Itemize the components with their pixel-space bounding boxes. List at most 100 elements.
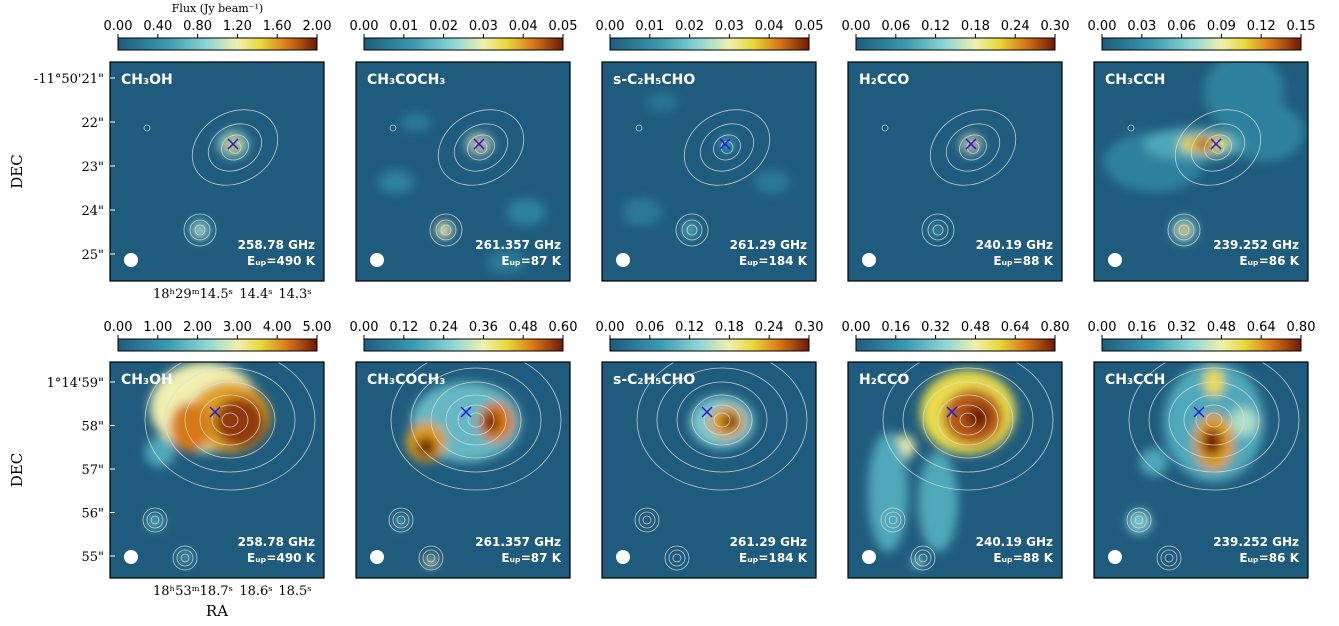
colorbar-tick-label: 0.00 <box>596 19 625 34</box>
colorbar-tick-label: 0.15 <box>1287 19 1316 34</box>
colorbar-tick-label: 0.01 <box>389 19 418 34</box>
colorbar-label: Flux (Jy beam⁻¹) <box>172 2 263 15</box>
colorbar <box>610 38 809 50</box>
colorbar-tick-label: 0.12 <box>921 19 950 34</box>
molecule-name: H₂CCO <box>859 72 909 88</box>
colorbar-tick-label: 0.00 <box>1088 320 1117 335</box>
colorbar-tick-label: 0.80 <box>183 19 212 34</box>
emission-blob <box>401 112 431 132</box>
colorbar-tick-label: 0.80 <box>1287 320 1316 335</box>
molecule-name: s-C₂H₅CHO <box>613 372 695 388</box>
colorbar-tick-label: 0.00 <box>104 19 133 34</box>
colorbar-tick-label: 0.48 <box>509 320 538 335</box>
beam <box>862 550 876 564</box>
colorbar <box>118 38 317 50</box>
colorbar <box>856 38 1055 50</box>
colorbar-tick-label: 1.60 <box>263 19 292 34</box>
x-axis-label: RA <box>206 602 228 620</box>
colorbar-tick-label: 0.05 <box>549 19 578 34</box>
emission-blob <box>147 514 163 530</box>
colorbar <box>364 38 563 50</box>
frequency: 261.29 GHz <box>730 238 807 252</box>
colorbar-tick-label: 0.00 <box>596 320 625 335</box>
y-tick-label: 24" <box>81 204 104 219</box>
colorbar-tick-label: 0.03 <box>715 19 744 34</box>
colorbar-tick-label: 1.20 <box>223 19 252 34</box>
colorbar-tick-label: 0.03 <box>1127 19 1156 34</box>
beam <box>616 253 630 267</box>
frequency: 261.357 GHz <box>475 535 561 549</box>
emission-blob <box>483 412 499 432</box>
colorbar-tick-label: 0.12 <box>675 320 704 335</box>
colorbar-tick-label: 0.09 <box>1207 19 1236 34</box>
beam <box>1108 253 1122 267</box>
emission-blob <box>1127 510 1151 534</box>
y-tick-label: 1°14'59" <box>47 376 104 391</box>
y-tick-label: -11°50'21" <box>34 72 104 87</box>
colorbar-tick-label: 0.32 <box>1167 320 1196 335</box>
colorbar-tick-label: 0.12 <box>389 320 418 335</box>
frequency: 258.78 GHz <box>238 535 315 549</box>
colorbar <box>1102 339 1301 351</box>
molecule-name: CH₃CCH <box>1105 372 1165 388</box>
colorbar-tick-label: 0.00 <box>350 19 379 34</box>
emission-blob <box>416 437 436 457</box>
colorbar-tick-label: 0.16 <box>1127 320 1156 335</box>
colorbar-tick-label: 0.24 <box>755 320 784 335</box>
x-tick-label: 14.4ˢ <box>239 287 272 302</box>
x-tick-label: 18ʰ53ᵐ18.7ˢ <box>153 584 233 599</box>
energy: Eᵤₚ=86 K <box>1239 254 1299 268</box>
beam <box>616 550 630 564</box>
colorbar-tick-label: 0.06 <box>635 320 664 335</box>
emission-blob <box>196 226 204 234</box>
colorbar-tick-label: 0.24 <box>429 320 458 335</box>
colorbar-tick-label: 0.12 <box>1247 19 1276 34</box>
y-tick-label: 58" <box>81 420 104 435</box>
colorbar-tick-label: 4.00 <box>263 320 292 335</box>
energy: Eᵤₚ=184 K <box>739 551 808 565</box>
colorbar-tick-label: 0.16 <box>881 320 910 335</box>
colorbar-tick-label: 0.02 <box>429 19 458 34</box>
emission-blob <box>682 222 698 238</box>
emission-blob <box>395 516 407 528</box>
energy: Eᵤₚ=86 K <box>1239 551 1299 565</box>
colorbar <box>1102 38 1301 50</box>
colorbar-tick-label: 5.00 <box>303 320 332 335</box>
colorbar-tick-label: 3.00 <box>223 320 252 335</box>
colorbar-tick-label: 0.00 <box>842 19 871 34</box>
beam <box>124 253 138 267</box>
y-tick-label: 56" <box>81 507 104 522</box>
frequency: 240.19 GHz <box>976 535 1053 549</box>
colorbar-tick-label: 0.06 <box>881 19 910 34</box>
colorbar-tick-label: 0.04 <box>509 19 538 34</box>
energy: Eᵤₚ=88 K <box>993 551 1053 565</box>
emission-blob <box>1178 224 1190 236</box>
colorbar-tick-label: 0.64 <box>1001 320 1030 335</box>
colorbar-tick-label: 0.00 <box>1088 19 1117 34</box>
colorbar-tick-label: 0.64 <box>1247 320 1276 335</box>
emission-blob <box>170 402 210 452</box>
figure: 0.00 0.40 0.80 1.20 1.60 2.00 Flux (Jy beam⁻¹)… <box>0 0 1339 626</box>
colorbar-tick-label: 0.32 <box>921 320 950 335</box>
emission-blob <box>646 92 678 112</box>
colorbar-tick-label: 0.06 <box>1167 19 1196 34</box>
colorbar-tick-label: 2.00 <box>183 320 212 335</box>
y-tick-label: 25" <box>81 248 104 263</box>
x-tick-label: 18ʰ29ᵐ14.5ˢ <box>153 287 233 302</box>
colorbar-tick-label: 0.48 <box>961 320 990 335</box>
molecule-name: CH₃OH <box>121 372 173 388</box>
molecule-name: CH₃CCH <box>1105 72 1165 88</box>
y-axis-label: DEC <box>8 453 26 487</box>
emission-blob <box>754 170 790 194</box>
molecule-name: CH₃COCH₃ <box>367 372 445 388</box>
emission-blob <box>1202 428 1222 456</box>
beam <box>1108 550 1122 564</box>
y-tick-label: 57" <box>81 463 104 478</box>
emission-blob <box>378 170 414 194</box>
colorbar-tick-label: 0.00 <box>350 320 379 335</box>
colorbar-tick-label: 2.00 <box>303 19 332 34</box>
colorbar-tick-label: 0.40 <box>143 19 172 34</box>
colorbar <box>118 339 317 351</box>
emission-blob <box>622 198 662 226</box>
frequency: 239.252 GHz <box>1213 238 1299 252</box>
